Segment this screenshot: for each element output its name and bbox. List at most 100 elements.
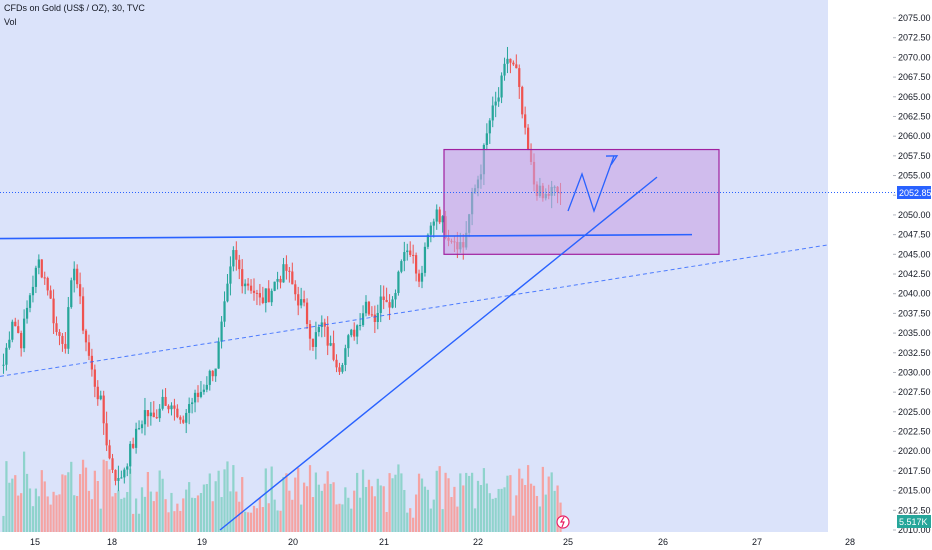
- candle-body: [488, 120, 491, 134]
- candle-body: [158, 408, 161, 419]
- volume-bar: [358, 497, 362, 532]
- volume-bar: [114, 493, 117, 532]
- volume-bar: [332, 482, 335, 532]
- candle-body: [73, 268, 76, 281]
- volume-bar: [73, 495, 76, 532]
- last-price-value: 2052.85: [899, 188, 932, 198]
- volume-bar: [376, 478, 379, 532]
- volume-bar: [134, 498, 138, 532]
- volume-bar: [261, 507, 264, 532]
- volume-bar: [370, 486, 374, 532]
- target-zone-box[interactable]: [443, 148, 720, 255]
- volume-bar: [297, 467, 300, 532]
- volume-bar: [323, 483, 326, 532]
- candle-body: [208, 370, 211, 385]
- volume-bar: [105, 461, 108, 532]
- volume-bar: [28, 488, 32, 532]
- volume-bar: [196, 495, 200, 532]
- volume-bar: [193, 498, 197, 532]
- candle-body: [308, 324, 312, 339]
- volume-bar: [199, 493, 203, 532]
- candle-body: [87, 342, 91, 356]
- projection-path[interactable]: [567, 155, 615, 213]
- resistance-line[interactable]: [0, 233, 693, 240]
- trendline[interactable]: [219, 176, 658, 531]
- candle-body: [273, 281, 276, 291]
- candle-body: [252, 290, 256, 293]
- candle-body: [55, 323, 58, 333]
- volume-bar: [482, 468, 486, 532]
- volume-bar: [37, 496, 40, 532]
- volume-bar: [302, 482, 306, 532]
- volume-bar: [273, 499, 276, 532]
- replay-icon[interactable]: [556, 515, 570, 529]
- volume-bar: [244, 511, 247, 532]
- y-tick-label: 2042.50: [898, 269, 931, 279]
- candle-body: [414, 255, 418, 274]
- volume-bar: [223, 469, 226, 532]
- volume-bar: [541, 466, 544, 532]
- candle-body: [491, 105, 494, 121]
- candle-body: [338, 367, 341, 372]
- volume-bar: [208, 473, 211, 532]
- candle-body: [235, 250, 238, 260]
- last-volume-label: 5.517K: [897, 515, 931, 528]
- volume-bar: [288, 490, 291, 532]
- candle-body: [285, 264, 288, 271]
- volume-bar: [465, 472, 468, 532]
- candle-body: [43, 277, 46, 279]
- candle-body: [202, 389, 206, 392]
- volume-bar: [49, 504, 52, 532]
- volume-bar: [270, 466, 273, 532]
- candle-body: [155, 417, 158, 419]
- candle-body: [108, 445, 111, 459]
- candle-body: [132, 443, 135, 448]
- candle-body: [314, 332, 318, 347]
- candle-body: [182, 419, 185, 423]
- candle-body: [34, 267, 38, 287]
- candle-body: [300, 299, 303, 306]
- volume-bar: [185, 489, 188, 532]
- x-tick-label: 19: [197, 537, 207, 547]
- y-tick-label: 2022.50: [898, 427, 931, 437]
- volume-bar: [521, 478, 524, 532]
- volume-bar: [70, 461, 73, 532]
- volume-bar: [311, 497, 315, 532]
- candle-body: [406, 250, 409, 253]
- candle-body: [149, 412, 152, 417]
- volume-bar: [182, 498, 185, 532]
- candle-body: [344, 348, 347, 366]
- volume-bar: [532, 485, 536, 532]
- candle-body: [90, 355, 94, 370]
- candle-body: [512, 62, 515, 65]
- volume-bar: [550, 472, 553, 532]
- volume-bar: [179, 510, 182, 532]
- candle-body: [22, 318, 26, 349]
- candle-body: [441, 216, 444, 223]
- volume-bar: [412, 517, 415, 532]
- volume-bar: [317, 484, 320, 532]
- candle-body: [246, 283, 250, 286]
- candle-body: [2, 364, 5, 366]
- candle-body: [379, 296, 382, 313]
- candle-body: [400, 261, 403, 272]
- candle-body: [521, 86, 524, 115]
- candle-body: [388, 302, 391, 308]
- volume-bar: [406, 512, 409, 532]
- volume-bar: [341, 504, 344, 532]
- volume-bar: [123, 497, 126, 532]
- time-axis[interactable]: 15 18 19 20 21 22 25 26 27 28: [30, 537, 855, 547]
- price-axis[interactable]: 2075.00 2072.50 2070.00 2067.50 2065.00 2062.…: [893, 13, 931, 535]
- candle-body: [288, 270, 291, 272]
- candle-body: [364, 301, 368, 314]
- projection-arrow-icon: [605, 155, 619, 166]
- candle-body: [58, 332, 61, 336]
- volume-bar: [255, 508, 259, 532]
- y-tick-label: 2075.00: [898, 13, 931, 23]
- plot-background: [0, 0, 828, 532]
- candle-body: [17, 326, 20, 333]
- volume-bar: [31, 506, 35, 532]
- volume-bar: [17, 495, 20, 532]
